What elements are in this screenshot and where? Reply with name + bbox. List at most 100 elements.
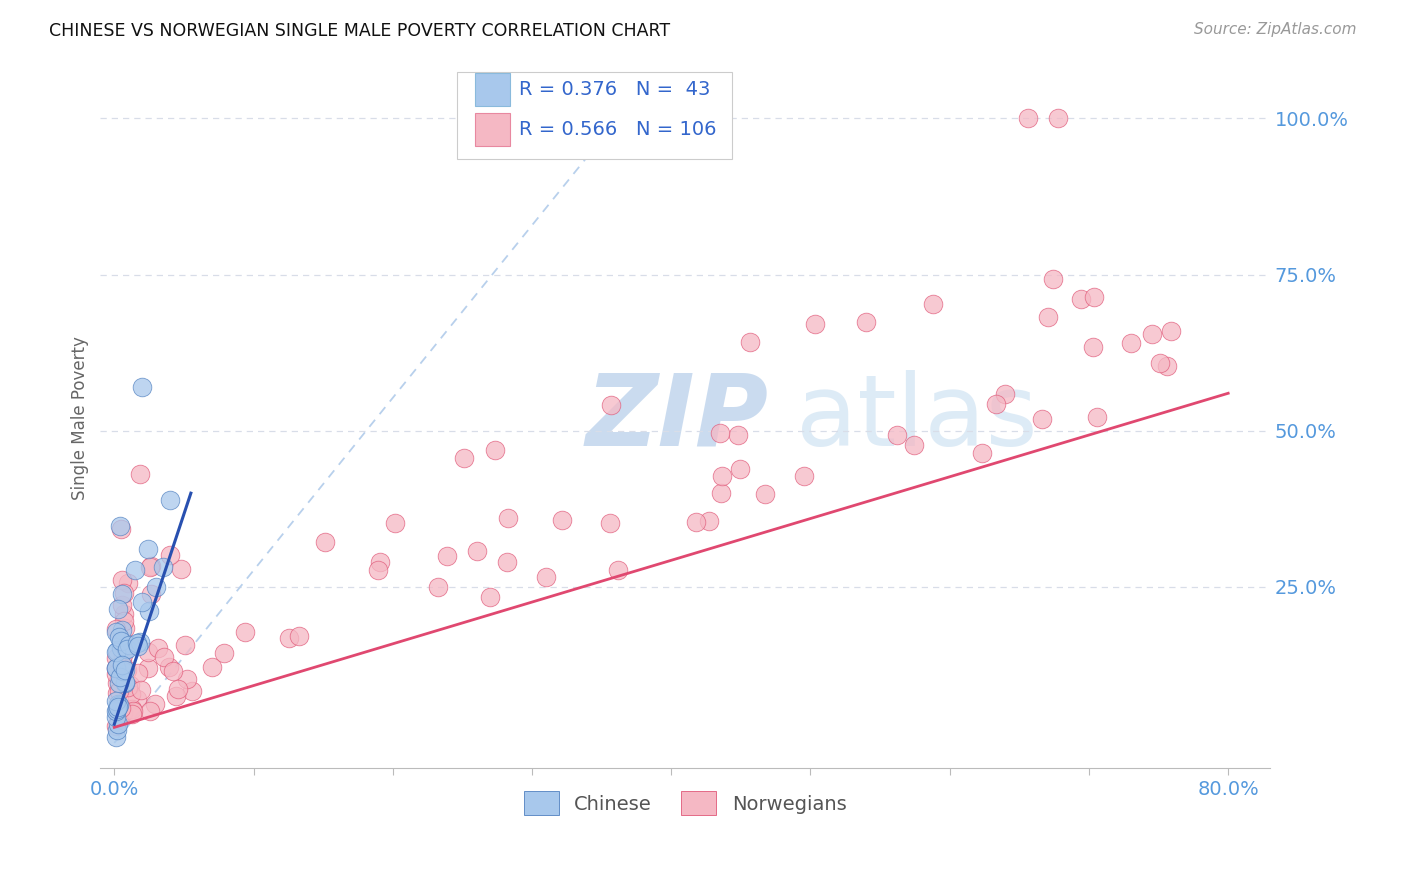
Point <box>465 544 488 558</box>
Point <box>110 701 132 715</box>
Point <box>903 438 925 452</box>
Point <box>710 468 733 483</box>
Point <box>886 428 908 442</box>
Point <box>141 559 163 574</box>
Point <box>115 641 138 656</box>
Point <box>108 712 131 726</box>
Point <box>121 702 143 716</box>
Point <box>436 549 458 563</box>
Point <box>114 663 136 677</box>
Point <box>112 607 135 621</box>
Text: atlas: atlas <box>796 370 1038 467</box>
Point <box>157 660 180 674</box>
Point <box>740 334 762 349</box>
Point <box>110 587 132 601</box>
FancyBboxPatch shape <box>457 72 733 160</box>
Point <box>972 446 994 460</box>
Point <box>152 560 174 574</box>
Point <box>1017 112 1039 126</box>
Text: CHINESE VS NORWEGIAN SINGLE MALE POVERTY CORRELATION CHART: CHINESE VS NORWEGIAN SINGLE MALE POVERTY… <box>49 22 671 40</box>
Point <box>104 625 127 640</box>
Point <box>166 681 188 696</box>
Point <box>1047 112 1070 126</box>
Point <box>152 649 174 664</box>
Point <box>105 661 128 675</box>
Point <box>1042 272 1064 286</box>
Point <box>159 493 181 508</box>
Point <box>278 632 301 646</box>
Point <box>170 562 193 576</box>
Point <box>730 462 752 476</box>
Point <box>1085 410 1108 425</box>
Point <box>107 700 129 714</box>
Point <box>233 624 256 639</box>
Bar <box>475 112 510 146</box>
Text: R = 0.376   N =  43: R = 0.376 N = 43 <box>519 79 710 99</box>
Point <box>117 576 139 591</box>
Point <box>111 660 134 674</box>
Point <box>162 664 184 678</box>
Point <box>131 595 153 609</box>
Point <box>111 648 134 662</box>
Point <box>1083 290 1105 304</box>
Point <box>104 622 127 636</box>
Point <box>121 707 143 722</box>
Point <box>793 469 815 483</box>
Point <box>105 694 128 708</box>
Point <box>138 604 160 618</box>
Point <box>181 683 204 698</box>
Point <box>107 684 129 698</box>
Point <box>128 635 150 649</box>
Point <box>314 535 336 549</box>
Point <box>1070 292 1092 306</box>
Point <box>496 555 519 569</box>
Point <box>122 704 145 718</box>
Point <box>104 719 127 733</box>
Point <box>136 541 159 556</box>
Point <box>478 591 501 605</box>
Point <box>114 674 136 689</box>
Point <box>1140 326 1163 341</box>
Point <box>105 702 128 716</box>
Point <box>159 548 181 562</box>
Point <box>600 398 623 412</box>
Point <box>367 563 389 577</box>
Point <box>115 641 138 656</box>
Point <box>201 659 224 673</box>
Point <box>697 514 720 528</box>
Point <box>104 645 127 659</box>
Point <box>104 651 127 665</box>
Point <box>143 698 166 712</box>
Point <box>1160 324 1182 338</box>
Point <box>104 730 127 744</box>
Point <box>114 676 136 690</box>
Point <box>145 580 167 594</box>
Point <box>710 486 733 500</box>
Point <box>214 646 236 660</box>
Point <box>110 634 132 648</box>
Legend: Chinese, Norwegians: Chinese, Norwegians <box>515 781 856 825</box>
Point <box>110 657 132 672</box>
Point <box>127 639 149 653</box>
Point <box>1149 356 1171 370</box>
Point <box>105 675 128 690</box>
Point <box>136 660 159 674</box>
Point <box>287 629 309 643</box>
Point <box>176 672 198 686</box>
Point <box>127 635 149 649</box>
Point <box>124 563 146 577</box>
Point <box>1121 335 1143 350</box>
Point <box>104 661 127 675</box>
Point <box>165 690 187 704</box>
Point <box>173 638 195 652</box>
Point <box>426 580 449 594</box>
Point <box>118 638 141 652</box>
Point <box>709 425 731 440</box>
Point <box>484 442 506 457</box>
Point <box>111 598 134 612</box>
Point <box>112 664 135 678</box>
Point <box>368 555 391 569</box>
Point <box>112 586 135 600</box>
Point <box>108 698 131 712</box>
Point <box>111 654 134 668</box>
